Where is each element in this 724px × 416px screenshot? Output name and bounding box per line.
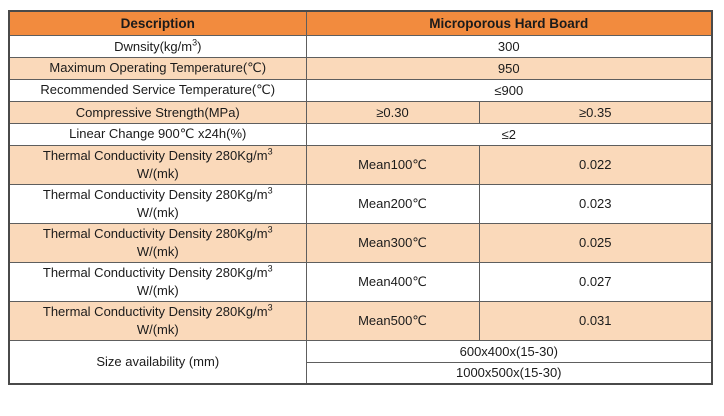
thermal-200-value: 0.023 (478, 183, 713, 224)
linear-change-label: Linear Change 900℃ x24h(%) (8, 122, 307, 146)
density-label-superscript: 3 (192, 37, 198, 48)
table-row-linear-change: Linear Change 900℃ x24h(%) ≤2 (8, 122, 713, 146)
header-product: Microporous Hard Board (305, 10, 713, 36)
service-temp-label: Recommended Service Temperature(℃) (8, 78, 307, 102)
thermal-200-label-line2: W/(mk) (136, 204, 179, 220)
table-row-thermal-300: Thermal Conductivity Density 280Kg/m3 W/… (8, 222, 713, 263)
thermal-100-label-line2: W/(mk) (136, 165, 179, 181)
compressive-value-1: ≥0.30 (305, 100, 480, 124)
compressive-label: Compressive Strength(MPa) (8, 100, 307, 124)
size-value-1: 600x400x(15-30) (305, 339, 713, 363)
thermal-200-label-text: Thermal Conductivity Density 280Kg/m (42, 186, 268, 202)
density-label-suffix: ) (197, 38, 202, 54)
thermal-500-label-text: Thermal Conductivity Density 280Kg/m (42, 303, 268, 319)
table-row-thermal-400: Thermal Conductivity Density 280Kg/m3 W/… (8, 261, 713, 302)
thermal-100-label: Thermal Conductivity Density 280Kg/m3 W/… (8, 144, 307, 185)
linear-change-value: ≤2 (305, 122, 713, 146)
thermal-300-label-superscript: 3 (267, 224, 273, 235)
thermal-100-label-text: Thermal Conductivity Density 280Kg/m (42, 147, 268, 163)
thermal-300-label-line1: Thermal Conductivity Density 280Kg/m3 (14, 225, 302, 243)
table-row-size-1: Size availability (mm) 600x400x(15-30) (8, 339, 713, 385)
thermal-300-mean: Mean300℃ (305, 222, 480, 263)
thermal-400-label: Thermal Conductivity Density 280Kg/m3 W/… (8, 261, 307, 302)
header-description: Description (8, 10, 307, 36)
table-row-max-temp: Maximum Operating Temperature(℃) 950 (8, 56, 713, 80)
spec-table-container: Description Microporous Hard Board Dwnsi… (8, 10, 714, 385)
service-temp-value: ≤900 (305, 78, 713, 102)
size-label: Size availability (mm) (8, 339, 307, 385)
thermal-500-label: Thermal Conductivity Density 280Kg/m3 W/… (8, 300, 307, 341)
thermal-300-label: Thermal Conductivity Density 280Kg/m3 W/… (8, 222, 307, 263)
thermal-500-value: 0.031 (478, 300, 713, 341)
spec-table: Description Microporous Hard Board Dwnsi… (8, 10, 714, 385)
max-temp-label: Maximum Operating Temperature(℃) (8, 56, 307, 80)
thermal-100-label-superscript: 3 (267, 146, 273, 157)
thermal-400-label-line1: Thermal Conductivity Density 280Kg/m3 (14, 264, 302, 282)
compressive-value-2: ≥0.35 (478, 100, 713, 124)
thermal-200-label-line1: Thermal Conductivity Density 280Kg/m3 (14, 186, 302, 204)
density-value: 300 (305, 34, 713, 58)
thermal-200-label: Thermal Conductivity Density 280Kg/m3 W/… (8, 183, 307, 224)
thermal-500-label-line2: W/(mk) (136, 321, 179, 337)
thermal-100-value: 0.022 (478, 144, 713, 185)
thermal-300-label-line2: W/(mk) (136, 243, 179, 259)
thermal-100-label-line1: Thermal Conductivity Density 280Kg/m3 (14, 147, 302, 165)
thermal-400-label-text: Thermal Conductivity Density 280Kg/m (42, 264, 268, 280)
table-row-density: Dwnsity(kg/m3) 300 (8, 34, 713, 58)
thermal-300-label-text: Thermal Conductivity Density 280Kg/m (42, 225, 268, 241)
size-value-2: 1000x500x(15-30) (305, 361, 713, 385)
table-row-size-2: 1000x500x(15-30) (9, 361, 713, 385)
thermal-400-value: 0.027 (478, 261, 713, 302)
thermal-500-label-superscript: 3 (267, 302, 273, 313)
thermal-500-label-line1: Thermal Conductivity Density 280Kg/m3 (14, 303, 302, 321)
thermal-400-label-superscript: 3 (267, 263, 273, 274)
table-row-thermal-500: Thermal Conductivity Density 280Kg/m3 W/… (8, 300, 713, 341)
max-temp-value: 950 (305, 56, 713, 80)
thermal-400-label-line2: W/(mk) (136, 282, 179, 298)
density-label: Dwnsity(kg/m3) (8, 34, 307, 58)
thermal-100-mean: Mean100℃ (305, 144, 480, 185)
table-row-thermal-200: Thermal Conductivity Density 280Kg/m3 W/… (8, 183, 713, 224)
thermal-200-label-superscript: 3 (267, 185, 273, 196)
thermal-300-value: 0.025 (478, 222, 713, 263)
table-row-thermal-100: Thermal Conductivity Density 280Kg/m3 W/… (8, 144, 713, 185)
table-row-header: Description Microporous Hard Board (8, 10, 713, 36)
thermal-500-mean: Mean500℃ (305, 300, 480, 341)
table-row-compressive: Compressive Strength(MPa) ≥0.30 ≥0.35 (8, 100, 713, 124)
density-label-text: Dwnsity(kg/m (114, 38, 193, 54)
thermal-400-mean: Mean400℃ (305, 261, 480, 302)
thermal-200-mean: Mean200℃ (305, 183, 480, 224)
table-row-service-temp: Recommended Service Temperature(℃) ≤900 (8, 78, 713, 102)
